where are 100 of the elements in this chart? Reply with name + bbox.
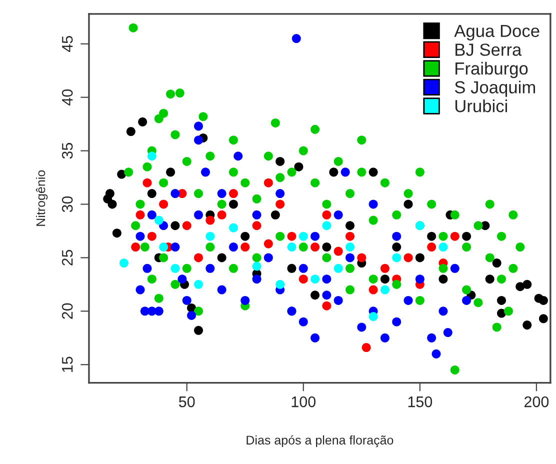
point (522, 280, 532, 289)
point (194, 326, 204, 335)
point (217, 210, 226, 220)
point (298, 264, 308, 273)
point (147, 152, 156, 161)
point (346, 253, 354, 262)
point (380, 333, 390, 342)
legend-label: BJ Serra (456, 44, 522, 56)
point (270, 210, 280, 220)
point (105, 189, 114, 198)
point (276, 200, 285, 209)
point (166, 168, 176, 177)
point (264, 178, 273, 188)
legend-label: S Joaquim (454, 80, 536, 97)
point (294, 162, 304, 172)
x-axis-title: Dias após a plena floração (246, 435, 394, 448)
point (340, 168, 350, 177)
point (136, 210, 145, 220)
point (170, 242, 180, 252)
point (194, 253, 204, 262)
point (427, 242, 436, 252)
point (438, 274, 448, 284)
point (322, 290, 332, 300)
point (187, 310, 196, 320)
point (147, 189, 156, 198)
point (252, 262, 262, 271)
point (154, 306, 164, 316)
point (450, 264, 460, 273)
point (194, 210, 204, 220)
point (234, 152, 243, 161)
point (252, 210, 262, 220)
point (287, 242, 296, 252)
point (310, 232, 320, 241)
point (462, 232, 472, 241)
x-tick-label: 50 (178, 396, 195, 408)
point (240, 232, 250, 241)
point (368, 312, 378, 322)
point (404, 200, 413, 209)
y-tick-label: 40 (62, 89, 73, 106)
point (154, 216, 164, 225)
point (334, 246, 343, 256)
point (142, 264, 152, 273)
point (368, 200, 378, 209)
point (357, 253, 366, 262)
point (334, 264, 343, 273)
point (217, 189, 226, 198)
point (252, 274, 262, 284)
point (159, 200, 168, 209)
point (136, 232, 145, 241)
point (298, 317, 308, 326)
point (392, 242, 402, 252)
point (334, 296, 343, 305)
legend-label: Agua Doce (454, 24, 540, 41)
point (194, 122, 204, 131)
point (264, 239, 273, 248)
point (346, 242, 354, 252)
point (159, 242, 168, 252)
point (427, 333, 436, 342)
point (392, 232, 402, 241)
point (346, 221, 354, 230)
y-tick-label: 20 (62, 303, 73, 319)
point (310, 333, 320, 342)
point (322, 301, 332, 310)
point (322, 221, 332, 230)
point (538, 296, 548, 305)
point (206, 216, 215, 225)
point (126, 127, 136, 136)
point (147, 210, 156, 220)
x-tick-label: 200 (524, 396, 549, 408)
point (438, 242, 448, 252)
point (346, 232, 354, 241)
point (194, 280, 204, 289)
point (228, 223, 238, 232)
point (538, 314, 548, 324)
point (329, 168, 338, 177)
point (131, 242, 140, 252)
point (136, 285, 145, 294)
point (170, 189, 180, 198)
point (264, 253, 273, 262)
legend-label: Urubici (455, 99, 507, 112)
point (292, 34, 301, 44)
legend-label: Fraiburgo (456, 62, 528, 78)
point (462, 296, 472, 305)
point (443, 328, 452, 338)
y-tick-label: 45 (62, 36, 73, 52)
point (404, 253, 413, 262)
point (392, 317, 402, 326)
point (170, 264, 180, 273)
point (322, 210, 332, 220)
point (485, 274, 494, 284)
point (112, 228, 122, 238)
x-tick-label: 150 (408, 396, 432, 408)
point (276, 280, 285, 289)
point (298, 274, 308, 284)
y-tick-label: 30 (62, 196, 73, 212)
point (228, 200, 238, 209)
point (392, 253, 402, 262)
point (432, 349, 441, 358)
point (142, 178, 152, 188)
point (147, 232, 156, 241)
